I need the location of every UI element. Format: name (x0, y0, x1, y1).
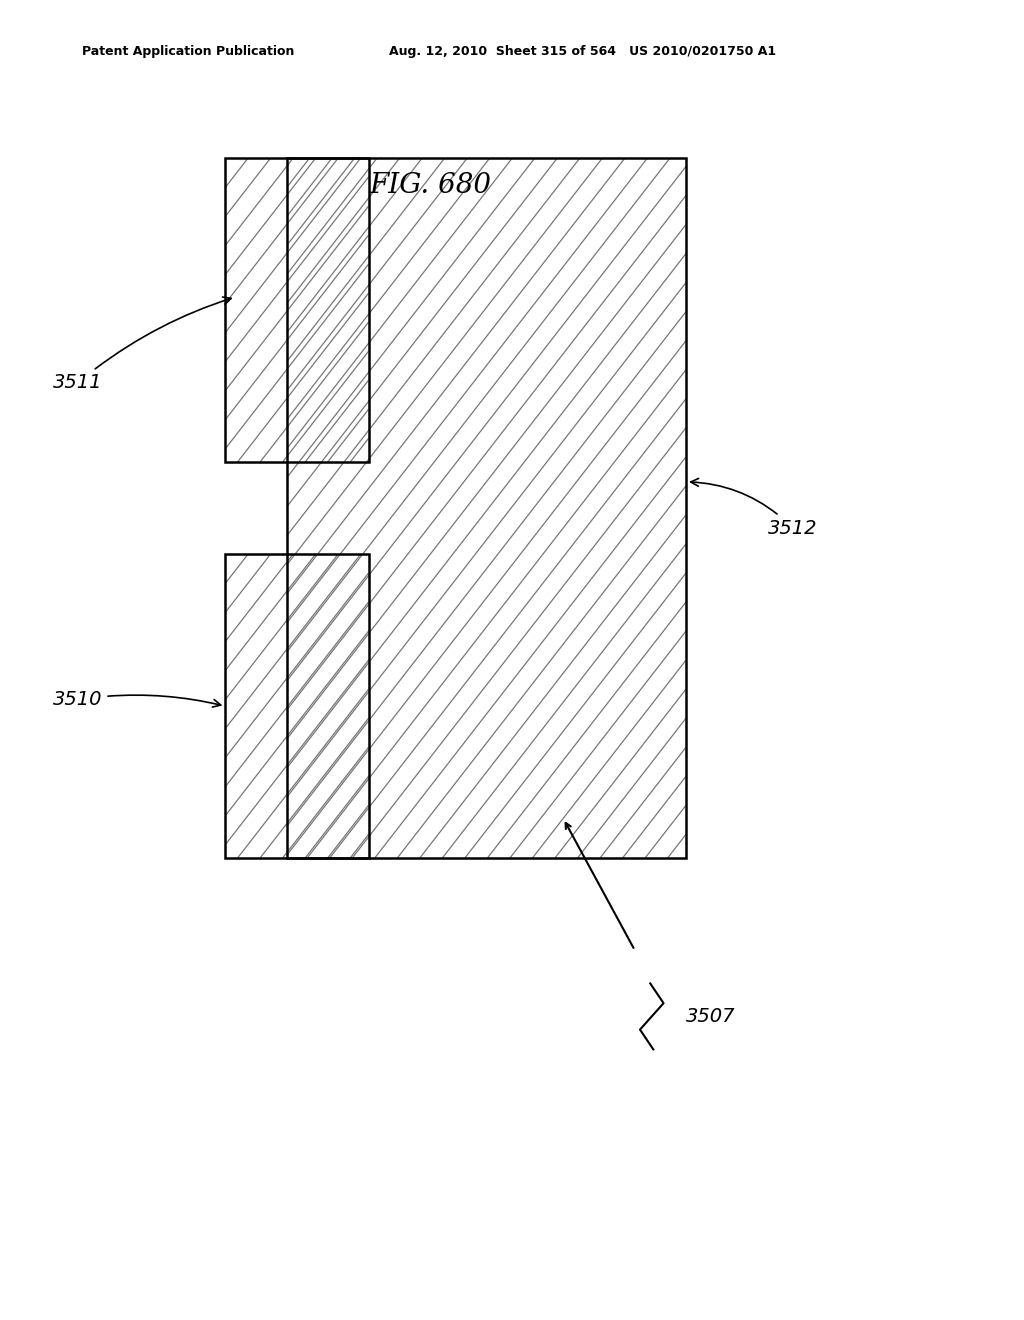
Text: Aug. 12, 2010  Sheet 315 of 564   US 2010/0201750 A1: Aug. 12, 2010 Sheet 315 of 564 US 2010/0… (389, 45, 776, 58)
Bar (225, 554, 369, 858)
Text: 3510: 3510 (53, 690, 221, 709)
Bar (225, 158, 369, 462)
Text: 3511: 3511 (53, 297, 231, 392)
Bar (287, 158, 686, 858)
Text: Patent Application Publication: Patent Application Publication (82, 45, 294, 58)
Text: 3512: 3512 (691, 478, 817, 537)
Text: 3507: 3507 (686, 1007, 735, 1026)
Text: FIG. 680: FIG. 680 (369, 172, 492, 198)
